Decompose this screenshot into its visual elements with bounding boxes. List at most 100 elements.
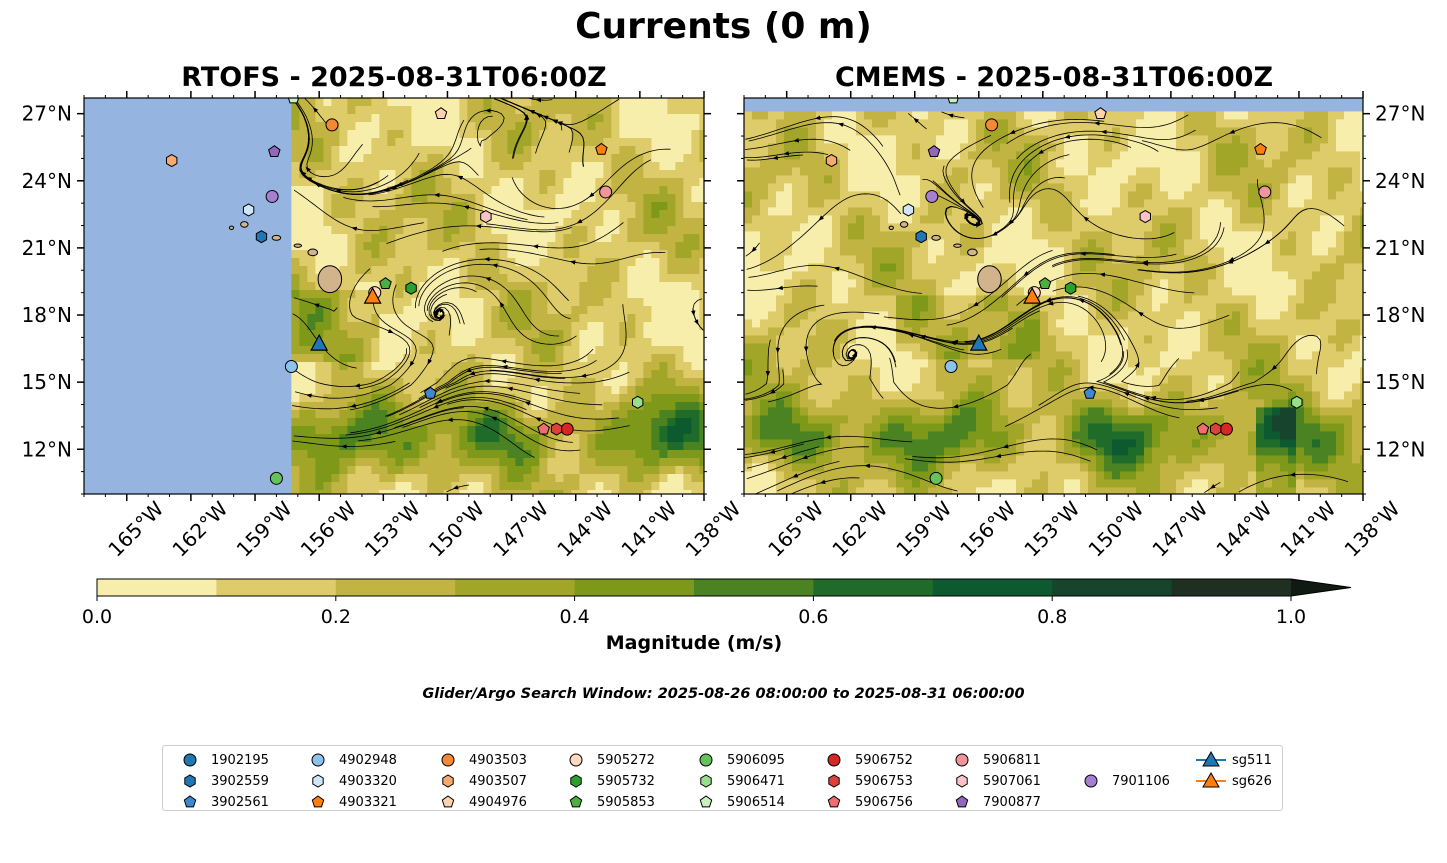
colorbar-bin-2: [335, 579, 456, 596]
legend-label: 7901106: [1112, 773, 1170, 789]
rtofs-xtick-label: 162°W: [167, 496, 232, 561]
legend-label: 5905732: [597, 773, 655, 789]
cmems-island-4: [899, 221, 909, 228]
cmems-float-5906471: [1291, 395, 1303, 409]
cmems-xtick-label: 153°W: [1019, 496, 1084, 561]
legend-label: 4903503: [469, 752, 527, 768]
rtofs-ytick-label: 15°N: [22, 370, 72, 394]
legend-label: 5906753: [855, 773, 913, 789]
rtofs-float-5906095: [269, 471, 283, 485]
cmems-float-7900877: [927, 145, 941, 157]
cmems-float-4903507: [825, 154, 838, 168]
legend-marker-icon: [699, 753, 713, 767]
legend-label: 1902195: [211, 752, 269, 768]
legend-label: 4903507: [469, 773, 527, 789]
legend-label: 4902948: [339, 752, 397, 768]
cmems-float-4902948: [944, 359, 958, 373]
cmems-frame: [743, 97, 1364, 495]
legend-item-4903503: 4903503: [433, 750, 527, 770]
colorbar-tick-label: 0.0: [82, 606, 112, 628]
legend-item-5906756: 5906756: [819, 792, 913, 812]
rtofs-float-4902948: [284, 359, 298, 373]
rtofs-xtick-label: 150°W: [424, 496, 489, 561]
legend-marker-icon: [441, 753, 455, 767]
cmems-xtick-label: 147°W: [1147, 496, 1212, 561]
rtofs-frame: [83, 97, 705, 495]
rtofs-island-5: [228, 225, 235, 230]
legend-marker-icon: [956, 774, 968, 788]
rtofs-island-0: [317, 265, 343, 294]
rtofs-xtick-label: 165°W: [103, 496, 168, 561]
legend-label: 5906095: [727, 752, 785, 768]
legend-item-5906752: 5906752: [819, 750, 913, 770]
legend-marker-icon: [569, 753, 583, 767]
rtofs-float-3902559: [255, 230, 268, 244]
colorbar-tick-label: 0.8: [1037, 606, 1067, 628]
colorbar-bin-7: [932, 579, 1053, 596]
legend-label: 5906811: [983, 752, 1041, 768]
rtofs-ytick-label: 27°N: [22, 102, 72, 126]
legend-item-5906811: 5906811: [947, 750, 1041, 770]
colorbar-outline: [96, 578, 1352, 597]
cmems-ytick-label: 15°N: [1375, 370, 1425, 394]
colorbar-tick-label: 0.2: [321, 606, 351, 628]
legend-marker-icon: [828, 774, 840, 788]
cmems-island-3: [931, 234, 941, 241]
cmems-xtick-label: 138°W: [1340, 496, 1405, 561]
legend-item-4903507: 4903507: [433, 771, 527, 791]
colorbar-tick-label: 1.0: [1276, 606, 1306, 628]
legend-marker-icon: [700, 774, 712, 788]
rtofs-float-4903507: [166, 154, 178, 168]
legend-marker-icon: [570, 774, 582, 788]
legend-label: 5905272: [597, 752, 655, 768]
cmems-float-5906095: [929, 471, 943, 485]
legend-marker-icon: [1196, 772, 1226, 788]
legend-item-4904976: 4904976: [433, 792, 527, 812]
rtofs-xtick-label: 138°W: [681, 496, 746, 561]
cmems-float-3902559: [915, 230, 927, 244]
legend-marker-icon: [827, 753, 841, 767]
colorbar-label: Magnitude (m/s): [605, 632, 783, 654]
legend-marker-icon: [183, 795, 197, 808]
colorbar-bin-1: [216, 579, 337, 596]
cmems-xtick-label: 162°W: [827, 496, 892, 561]
colorbar-bin-3: [455, 579, 576, 596]
cmems-float-5906811: [1258, 185, 1272, 199]
legend-marker-icon: [312, 774, 324, 788]
figure-title: Currents (0 m): [575, 6, 872, 47]
cmems-xtick-label: 165°W: [763, 496, 828, 561]
legend-marker-icon: [955, 795, 969, 808]
cmems-streamlines: [744, 111, 1349, 494]
legend-item-7900877: 7900877: [947, 792, 1041, 812]
legend-label: sg626: [1232, 773, 1272, 789]
legend: 1902195 3902559 3902561 4902948 4903320 49033…: [162, 745, 1283, 811]
rtofs-island-1: [307, 248, 319, 257]
legend-item-5905732: 5905732: [561, 771, 655, 791]
colorbar-bin-6: [813, 579, 934, 596]
cmems-island-2: [953, 243, 962, 248]
legend-item-4903320: 4903320: [303, 771, 397, 791]
legend-item-5906095: 5906095: [691, 750, 785, 770]
legend-marker-icon: [569, 795, 583, 808]
rtofs-panel-title: RTOFS - 2025-08-31T06:00Z: [181, 62, 607, 93]
rtofs-island-2: [293, 243, 303, 248]
legend-marker-icon: [1196, 751, 1226, 767]
cmems-glider-sg626: [1023, 286, 1042, 304]
legend-item-3902561: 3902561: [175, 792, 269, 812]
cmems-ytick-label: 12°N: [1375, 437, 1425, 461]
cmems-float-4903320: [902, 203, 915, 217]
rtofs-float-5907061: [480, 210, 492, 224]
cmems-float-5906514: [947, 98, 959, 104]
rtofs-float-4903320: [242, 203, 255, 217]
legend-marker-icon: [184, 774, 196, 788]
rtofs-float-4904976: [434, 107, 448, 119]
legend-item-5906753: 5906753: [819, 771, 913, 791]
rtofs-float-5906752: [560, 422, 574, 436]
legend-item-5905272: 5905272: [561, 750, 655, 770]
rtofs-ytick-label: 24°N: [22, 169, 72, 193]
legend-label: 5906471: [727, 773, 785, 789]
cmems-xtick-label: 150°W: [1083, 496, 1148, 561]
colorbar-extend-arrow: [1291, 579, 1351, 596]
legend-label: 5906756: [855, 794, 913, 810]
rtofs-xtick-label: 156°W: [296, 496, 361, 561]
